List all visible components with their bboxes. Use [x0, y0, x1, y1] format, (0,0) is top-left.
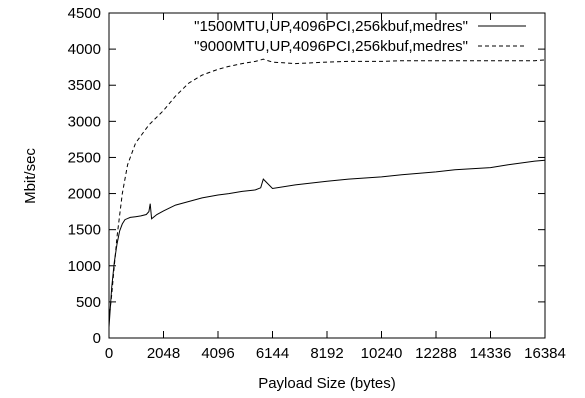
x-tick-label: 4096	[201, 345, 234, 362]
y-tick-label: 4500	[68, 5, 101, 22]
x-tick-label: 2048	[147, 345, 180, 362]
x-tick-label: 8192	[310, 345, 343, 362]
y-tick-label: 2500	[68, 149, 101, 166]
x-tick-label: 0	[105, 345, 113, 362]
y-tick-label: 4000	[68, 41, 101, 58]
legend-label: "9000MTU,UP,4096PCI,256kbuf,medres"	[194, 38, 468, 55]
x-tick-label: 14336	[470, 345, 512, 362]
x-tick-label: 12288	[415, 345, 457, 362]
y-tick-label: 3000	[68, 113, 101, 130]
legend: "1500MTU,UP,4096PCI,256kbuf,medres" "9000…	[194, 18, 526, 55]
y-tick-label: 2000	[68, 186, 101, 203]
legend-label: "1500MTU,UP,4096PCI,256kbuf,medres"	[194, 18, 468, 35]
x-axis-label: Payload Size (bytes)	[258, 375, 396, 392]
series-line-1	[108, 159, 546, 328]
series-layer	[108, 58, 546, 328]
y-tick-label: 0	[93, 330, 101, 347]
y-tick-label: 1000	[68, 258, 101, 275]
x-tick-label: 6144	[256, 345, 289, 362]
x-tick-label: 10240	[361, 345, 403, 362]
x-tick-label: 16384	[524, 345, 566, 362]
y-tick-label: 500	[76, 294, 101, 311]
series-line-2	[108, 58, 546, 320]
y-tick-label: 1500	[68, 222, 101, 239]
y-tick-label: 3500	[68, 77, 101, 94]
y-axis-ticks: 0 500 1000 1500 2000 2500 3000 3500 4000 4500	[68, 5, 545, 347]
x-axis-ticks: 0 2048 4096 6144 8192 10240 12288 14336 16384	[105, 13, 566, 362]
y-axis-label: Mbit/sec	[22, 148, 39, 204]
